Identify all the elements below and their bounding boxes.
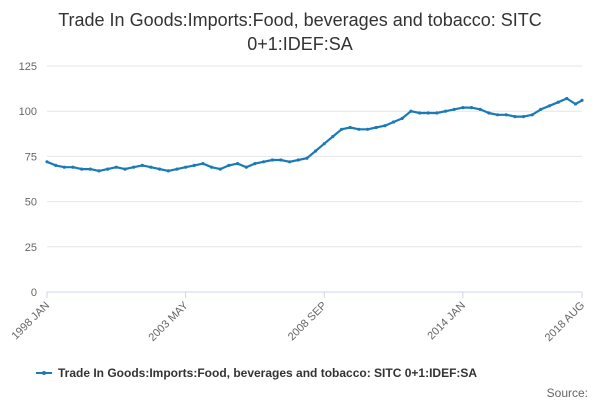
series-point[interactable]: [469, 106, 474, 110]
x-tick-layer: 1998 JAN 2003 MAY 2008 SEP 2014 JAN 2018 AUG: [9, 292, 587, 344]
series-line[interactable]: [45, 97, 584, 172]
series-point[interactable]: [253, 162, 257, 166]
series-point[interactable]: [175, 167, 179, 171]
series-point[interactable]: [62, 165, 66, 169]
series-point[interactable]: [296, 158, 300, 162]
chart-title-line-1: Trade In Goods:Imports:Food, beverages a…: [58, 10, 542, 30]
series-layer: [45, 96, 584, 173]
series-point[interactable]: [149, 165, 153, 169]
series-point[interactable]: [452, 107, 456, 111]
series-point[interactable]: [357, 127, 361, 131]
series-point[interactable]: [140, 163, 144, 167]
series-point[interactable]: [166, 169, 170, 173]
series-point[interactable]: [565, 96, 569, 101]
x-tick-label: 2008 SEP: [286, 300, 330, 344]
series-point[interactable]: [132, 165, 136, 169]
y-tick-label: 25: [25, 242, 37, 254]
grid-layer: [47, 65, 582, 293]
series-point[interactable]: [210, 165, 214, 169]
y-tick-label: 100: [19, 106, 37, 118]
legend-swatch-marker: [42, 371, 46, 375]
x-tick-label: 2003 MAY: [147, 299, 192, 344]
series-point[interactable]: [374, 125, 378, 130]
y-tick-label: 0: [31, 287, 37, 299]
series-point[interactable]: [504, 113, 508, 117]
source-label: Source:: [547, 386, 588, 400]
series-point[interactable]: [158, 167, 162, 171]
series-point[interactable]: [80, 167, 84, 171]
series-point[interactable]: [262, 160, 266, 164]
series-point[interactable]: [331, 134, 335, 139]
series-point[interactable]: [279, 158, 283, 162]
x-tick-label: 1998 JAN: [9, 300, 52, 343]
series-point[interactable]: [322, 142, 326, 146]
series-point[interactable]: [573, 102, 578, 106]
x-tick-label: 2018 AUG: [543, 300, 587, 344]
series-point[interactable]: [547, 104, 552, 108]
series-point[interactable]: [392, 120, 396, 124]
series-point[interactable]: [443, 109, 448, 113]
series-point[interactable]: [288, 160, 292, 164]
series-point[interactable]: [270, 158, 274, 162]
series-point[interactable]: [305, 156, 309, 160]
series-point[interactable]: [218, 167, 222, 171]
series-point[interactable]: [45, 160, 49, 164]
y-tick-layer: 0 25 50 75 100 125: [19, 61, 37, 299]
series-point[interactable]: [71, 165, 75, 169]
series-point[interactable]: [418, 111, 422, 115]
legend-series-label: Trade In Goods:Imports:Food, beverages a…: [58, 366, 477, 380]
series-point[interactable]: [366, 127, 370, 131]
series-point[interactable]: [513, 115, 517, 119]
series-point[interactable]: [461, 106, 465, 110]
x-tick-label: 2014 JAN: [425, 300, 468, 343]
y-tick-label: 125: [19, 61, 37, 73]
series-point[interactable]: [521, 115, 526, 119]
series-point[interactable]: [383, 124, 387, 128]
series-point[interactable]: [114, 165, 118, 169]
y-tick-label: 50: [25, 197, 37, 209]
series-point[interactable]: [495, 113, 500, 117]
series-point[interactable]: [539, 107, 543, 111]
series-point[interactable]: [314, 149, 318, 153]
y-tick-label: 75: [25, 151, 37, 163]
series-point[interactable]: [184, 165, 188, 169]
series-point[interactable]: [409, 109, 413, 113]
series-point[interactable]: [106, 167, 110, 171]
series-point[interactable]: [192, 163, 196, 167]
series-point[interactable]: [54, 163, 58, 167]
series-point[interactable]: [201, 162, 205, 166]
chart-title-line-2: 0+1:IDEF:SA: [247, 34, 353, 54]
series-point[interactable]: [88, 167, 92, 171]
series-point[interactable]: [348, 125, 352, 130]
series-point[interactable]: [227, 163, 231, 167]
series-point[interactable]: [244, 165, 248, 169]
series-point[interactable]: [487, 111, 491, 115]
legend[interactable]: Trade In Goods:Imports:Food, beverages a…: [36, 366, 477, 380]
series-point[interactable]: [400, 116, 404, 120]
series-point[interactable]: [435, 111, 439, 115]
series-point[interactable]: [426, 111, 430, 115]
series-point[interactable]: [478, 107, 482, 111]
series-point[interactable]: [556, 100, 560, 104]
series-point[interactable]: [340, 127, 344, 131]
series-point[interactable]: [123, 167, 127, 171]
series-point[interactable]: [580, 98, 584, 102]
series-point[interactable]: [97, 169, 101, 173]
series-point[interactable]: [530, 113, 534, 117]
series-point[interactable]: [236, 162, 240, 166]
